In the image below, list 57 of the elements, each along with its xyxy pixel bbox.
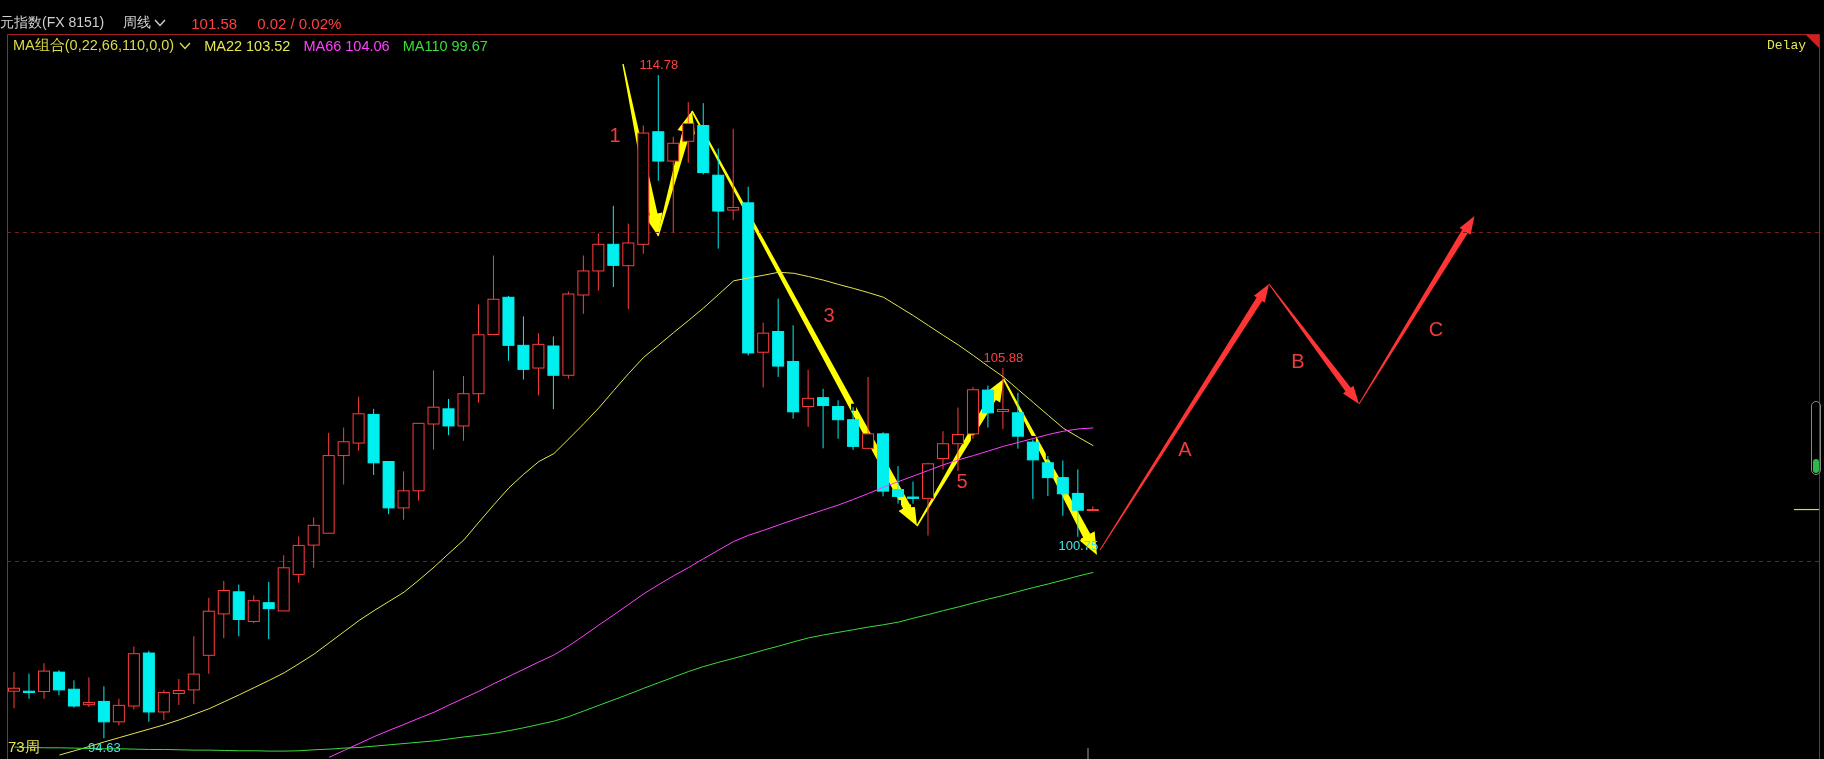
candlestick	[37, 662, 50, 700]
annotation: 5	[956, 470, 968, 493]
candlestick	[262, 581, 275, 640]
annotation: 114.78	[639, 57, 679, 73]
candlestick	[892, 465, 905, 505]
candlestick	[217, 580, 230, 639]
candlestick	[622, 223, 635, 310]
candlestick	[532, 332, 545, 396]
annotation: A	[1178, 438, 1193, 461]
annotation: 3	[823, 304, 835, 327]
candlestick	[8, 671, 20, 709]
annotation: 105.88	[983, 349, 1024, 365]
chart-subtitle: 周线	[123, 14, 152, 32]
candlestick	[951, 407, 964, 472]
annotation: C	[1428, 318, 1444, 341]
candlestick	[247, 594, 260, 624]
text: MA110 99.67	[402, 37, 488, 54]
candlestick	[936, 430, 949, 470]
annotation: B	[1291, 350, 1305, 373]
candlestick	[397, 470, 410, 521]
candlestick	[157, 689, 170, 721]
candlestick	[1011, 392, 1024, 450]
candlestick	[862, 376, 875, 449]
candlestick	[1071, 468, 1084, 538]
candlestick	[996, 367, 1009, 430]
text: MA66 104.06	[303, 37, 390, 54]
candlestick	[337, 427, 350, 486]
candlestick	[67, 679, 80, 709]
candlestick	[187, 635, 200, 705]
annotation: Delay	[1766, 38, 1807, 54]
candlestick	[427, 369, 440, 451]
candlestick	[757, 322, 770, 388]
candlestick	[667, 136, 680, 233]
candlestick	[307, 516, 320, 569]
candlestick	[172, 678, 185, 706]
candlestick	[907, 481, 920, 505]
candlestick	[52, 669, 65, 696]
text: 101.58	[191, 14, 238, 32]
legend-title: MA组合(0,22,66,110,0,0)	[13, 36, 175, 55]
candlestick	[112, 698, 125, 726]
candlestick	[97, 685, 110, 739]
text: 0.02 / 0.02%	[257, 14, 342, 32]
legend-label: MA22 103.52	[204, 37, 291, 54]
candlestick	[82, 676, 95, 708]
candlestick	[802, 369, 815, 428]
candlestick	[1026, 438, 1039, 500]
candlestick	[607, 205, 620, 288]
candlestick	[442, 398, 455, 436]
chart-title: 元指数(FX 8151)	[0, 14, 105, 32]
candlestick	[1041, 455, 1054, 497]
candlestick	[817, 388, 830, 449]
candlestick	[1056, 460, 1069, 517]
candlestick	[832, 399, 845, 440]
candlestick	[981, 384, 994, 429]
candlestick	[727, 128, 740, 221]
annotation: 1	[609, 124, 621, 147]
candlestick	[682, 101, 695, 164]
